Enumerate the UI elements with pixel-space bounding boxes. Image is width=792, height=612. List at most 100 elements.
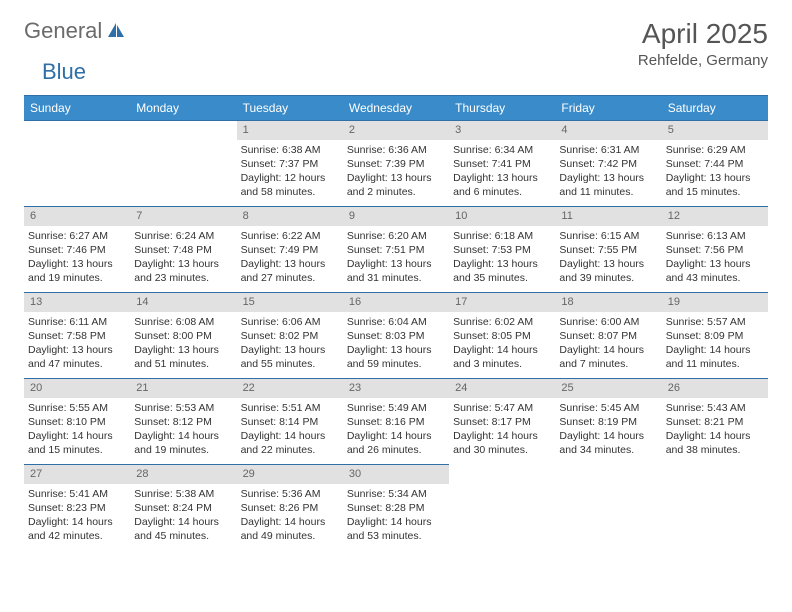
daylight-text: Daylight: 14 hours and 26 minutes. bbox=[347, 429, 443, 457]
day-number: 9 bbox=[343, 207, 449, 226]
sunrise-text: Sunrise: 6:29 AM bbox=[666, 143, 762, 157]
day-content: Sunrise: 6:02 AMSunset: 8:05 PMDaylight:… bbox=[449, 312, 555, 378]
day-number: 17 bbox=[449, 293, 555, 312]
day-cell: 26Sunrise: 5:43 AMSunset: 8:21 PMDayligh… bbox=[662, 378, 768, 464]
day-content: Sunrise: 5:47 AMSunset: 8:17 PMDaylight:… bbox=[449, 398, 555, 464]
daylight-text: Daylight: 13 hours and 6 minutes. bbox=[453, 171, 549, 199]
sunrise-text: Sunrise: 5:47 AM bbox=[453, 401, 549, 415]
sunset-text: Sunset: 7:39 PM bbox=[347, 157, 443, 171]
day-cell: 22Sunrise: 5:51 AMSunset: 8:14 PMDayligh… bbox=[237, 378, 343, 464]
day-number: 21 bbox=[130, 379, 236, 398]
day-content: Sunrise: 6:31 AMSunset: 7:42 PMDaylight:… bbox=[555, 140, 661, 206]
day-content: Sunrise: 6:36 AMSunset: 7:39 PMDaylight:… bbox=[343, 140, 449, 206]
day-content: Sunrise: 6:06 AMSunset: 8:02 PMDaylight:… bbox=[237, 312, 343, 378]
day-number: 24 bbox=[449, 379, 555, 398]
sunrise-text: Sunrise: 5:36 AM bbox=[241, 487, 337, 501]
day-cell: 3Sunrise: 6:34 AMSunset: 7:41 PMDaylight… bbox=[449, 120, 555, 206]
sunrise-text: Sunrise: 6:02 AM bbox=[453, 315, 549, 329]
sunset-text: Sunset: 8:00 PM bbox=[134, 329, 230, 343]
daylight-text: Daylight: 14 hours and 38 minutes. bbox=[666, 429, 762, 457]
day-content: Sunrise: 6:38 AMSunset: 7:37 PMDaylight:… bbox=[237, 140, 343, 206]
day-number: 30 bbox=[343, 465, 449, 484]
weekday-header-cell: Monday bbox=[130, 96, 236, 120]
sunset-text: Sunset: 8:10 PM bbox=[28, 415, 124, 429]
sunset-text: Sunset: 8:02 PM bbox=[241, 329, 337, 343]
sunrise-text: Sunrise: 5:57 AM bbox=[666, 315, 762, 329]
day-cell: 19Sunrise: 5:57 AMSunset: 8:09 PMDayligh… bbox=[662, 292, 768, 378]
sunrise-text: Sunrise: 6:38 AM bbox=[241, 143, 337, 157]
sunset-text: Sunset: 8:09 PM bbox=[666, 329, 762, 343]
sunset-text: Sunset: 8:12 PM bbox=[134, 415, 230, 429]
day-content: Sunrise: 6:34 AMSunset: 7:41 PMDaylight:… bbox=[449, 140, 555, 206]
day-cell: 23Sunrise: 5:49 AMSunset: 8:16 PMDayligh… bbox=[343, 378, 449, 464]
sunrise-text: Sunrise: 6:34 AM bbox=[453, 143, 549, 157]
day-number: 23 bbox=[343, 379, 449, 398]
day-content: Sunrise: 5:43 AMSunset: 8:21 PMDaylight:… bbox=[662, 398, 768, 464]
sunrise-text: Sunrise: 6:08 AM bbox=[134, 315, 230, 329]
day-cell: 6Sunrise: 6:27 AMSunset: 7:46 PMDaylight… bbox=[24, 206, 130, 292]
day-content: Sunrise: 6:15 AMSunset: 7:55 PMDaylight:… bbox=[555, 226, 661, 292]
day-number: 1 bbox=[237, 121, 343, 140]
day-number: 2 bbox=[343, 121, 449, 140]
day-cell: 5Sunrise: 6:29 AMSunset: 7:44 PMDaylight… bbox=[662, 120, 768, 206]
sunset-text: Sunset: 7:51 PM bbox=[347, 243, 443, 257]
sunset-text: Sunset: 8:24 PM bbox=[134, 501, 230, 515]
sunrise-text: Sunrise: 6:20 AM bbox=[347, 229, 443, 243]
daylight-text: Daylight: 13 hours and 39 minutes. bbox=[559, 257, 655, 285]
logo-text-1: General bbox=[24, 18, 102, 44]
daylight-text: Daylight: 14 hours and 11 minutes. bbox=[666, 343, 762, 371]
empty-cell bbox=[130, 120, 236, 206]
sunrise-text: Sunrise: 6:27 AM bbox=[28, 229, 124, 243]
day-content: Sunrise: 6:00 AMSunset: 8:07 PMDaylight:… bbox=[555, 312, 661, 378]
sunset-text: Sunset: 8:07 PM bbox=[559, 329, 655, 343]
sunset-text: Sunset: 7:49 PM bbox=[241, 243, 337, 257]
day-cell: 4Sunrise: 6:31 AMSunset: 7:42 PMDaylight… bbox=[555, 120, 661, 206]
sunset-text: Sunset: 8:03 PM bbox=[347, 329, 443, 343]
weekday-header-cell: Wednesday bbox=[343, 96, 449, 120]
day-cell: 12Sunrise: 6:13 AMSunset: 7:56 PMDayligh… bbox=[662, 206, 768, 292]
day-content: Sunrise: 5:49 AMSunset: 8:16 PMDaylight:… bbox=[343, 398, 449, 464]
sunset-text: Sunset: 7:53 PM bbox=[453, 243, 549, 257]
sunrise-text: Sunrise: 6:00 AM bbox=[559, 315, 655, 329]
day-cell: 30Sunrise: 5:34 AMSunset: 8:28 PMDayligh… bbox=[343, 464, 449, 550]
title-block: April 2025 Rehfelde, Germany bbox=[638, 18, 768, 69]
sunset-text: Sunset: 8:16 PM bbox=[347, 415, 443, 429]
sunset-text: Sunset: 8:14 PM bbox=[241, 415, 337, 429]
day-number: 8 bbox=[237, 207, 343, 226]
empty-cell bbox=[662, 464, 768, 550]
day-number: 15 bbox=[237, 293, 343, 312]
day-number: 7 bbox=[130, 207, 236, 226]
day-content: Sunrise: 5:36 AMSunset: 8:26 PMDaylight:… bbox=[237, 484, 343, 550]
sunrise-text: Sunrise: 6:15 AM bbox=[559, 229, 655, 243]
day-number: 16 bbox=[343, 293, 449, 312]
weekday-header-cell: Friday bbox=[555, 96, 661, 120]
sunset-text: Sunset: 7:48 PM bbox=[134, 243, 230, 257]
day-content: Sunrise: 5:45 AMSunset: 8:19 PMDaylight:… bbox=[555, 398, 661, 464]
day-number: 29 bbox=[237, 465, 343, 484]
daylight-text: Daylight: 14 hours and 53 minutes. bbox=[347, 515, 443, 543]
sunset-text: Sunset: 8:17 PM bbox=[453, 415, 549, 429]
day-number: 13 bbox=[24, 293, 130, 312]
sunrise-text: Sunrise: 5:43 AM bbox=[666, 401, 762, 415]
daylight-text: Daylight: 14 hours and 42 minutes. bbox=[28, 515, 124, 543]
day-content: Sunrise: 6:13 AMSunset: 7:56 PMDaylight:… bbox=[662, 226, 768, 292]
day-content: Sunrise: 5:51 AMSunset: 8:14 PMDaylight:… bbox=[237, 398, 343, 464]
sunset-text: Sunset: 8:05 PM bbox=[453, 329, 549, 343]
daylight-text: Daylight: 13 hours and 2 minutes. bbox=[347, 171, 443, 199]
sunrise-text: Sunrise: 6:04 AM bbox=[347, 315, 443, 329]
sunrise-text: Sunrise: 6:36 AM bbox=[347, 143, 443, 157]
day-cell: 16Sunrise: 6:04 AMSunset: 8:03 PMDayligh… bbox=[343, 292, 449, 378]
weekday-header: SundayMondayTuesdayWednesdayThursdayFrid… bbox=[24, 95, 768, 120]
logo-sail-icon bbox=[106, 21, 126, 44]
empty-cell bbox=[555, 464, 661, 550]
daylight-text: Daylight: 13 hours and 51 minutes. bbox=[134, 343, 230, 371]
sunset-text: Sunset: 7:58 PM bbox=[28, 329, 124, 343]
daylight-text: Daylight: 14 hours and 30 minutes. bbox=[453, 429, 549, 457]
sunset-text: Sunset: 8:23 PM bbox=[28, 501, 124, 515]
day-content: Sunrise: 5:38 AMSunset: 8:24 PMDaylight:… bbox=[130, 484, 236, 550]
day-content: Sunrise: 5:53 AMSunset: 8:12 PMDaylight:… bbox=[130, 398, 236, 464]
day-content: Sunrise: 6:08 AMSunset: 8:00 PMDaylight:… bbox=[130, 312, 236, 378]
sunrise-text: Sunrise: 5:34 AM bbox=[347, 487, 443, 501]
day-number: 6 bbox=[24, 207, 130, 226]
day-cell: 15Sunrise: 6:06 AMSunset: 8:02 PMDayligh… bbox=[237, 292, 343, 378]
